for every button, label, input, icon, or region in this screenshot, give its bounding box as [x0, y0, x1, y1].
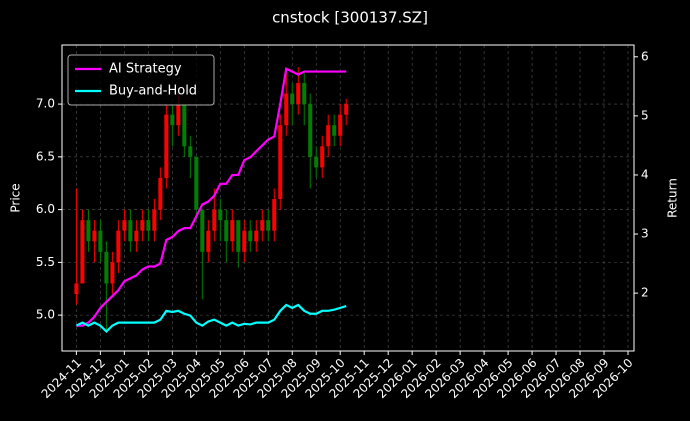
- candle-body: [230, 220, 235, 242]
- legend-box: [67, 54, 215, 106]
- candle-body: [116, 230, 121, 263]
- candle-body: [74, 283, 79, 295]
- candle-body: [290, 93, 295, 105]
- candle-body: [308, 104, 313, 157]
- candle-body: [254, 230, 259, 242]
- chart-title: cnstock [300137.SZ]: [272, 9, 428, 27]
- candle-body: [242, 230, 247, 252]
- candle-body: [194, 156, 199, 210]
- candle-body: [278, 125, 283, 200]
- candle-body: [188, 146, 193, 157]
- candle-body: [272, 199, 277, 231]
- candle-body: [326, 125, 331, 147]
- candle-body: [122, 220, 127, 231]
- candle-body: [170, 114, 175, 126]
- y2-tick-label: 3: [641, 227, 649, 241]
- candle-body: [296, 82, 301, 105]
- candle-body: [104, 251, 109, 284]
- candle-body: [200, 209, 205, 252]
- candle-body: [332, 125, 337, 136]
- candle-body: [158, 177, 163, 210]
- candle-body: [260, 220, 265, 231]
- y-tick-label: 5.5: [36, 255, 55, 269]
- y-tick-label: 6.0: [36, 202, 55, 216]
- y2-tick-label: 2: [641, 286, 649, 300]
- candle-body: [206, 230, 211, 252]
- candle-body: [344, 104, 349, 115]
- candle-body: [164, 114, 169, 178]
- y2-tick-label: 5: [641, 108, 649, 122]
- candle-body: [266, 220, 271, 231]
- candle-body: [146, 220, 151, 231]
- candle-body: [284, 93, 289, 126]
- candle-body: [110, 262, 115, 284]
- candle-body: [236, 220, 241, 252]
- y-axis-label: Price: [9, 183, 23, 212]
- return-line: [75, 303, 347, 334]
- candle-body: [176, 104, 181, 126]
- candle-body: [86, 220, 91, 242]
- candle-body: [314, 156, 319, 168]
- legend-label: AI Strategy: [109, 62, 182, 77]
- candle-body: [80, 220, 85, 284]
- legend-label: Buy-and-Hold: [109, 84, 197, 99]
- candle-body: [302, 82, 307, 105]
- candle-body: [140, 220, 145, 231]
- candle-body: [224, 220, 229, 242]
- candle-body: [98, 230, 103, 252]
- y2-axis-label: Return: [666, 178, 680, 218]
- candle-body: [212, 209, 217, 231]
- candle-body: [152, 209, 157, 231]
- return-line: [76, 66, 347, 327]
- candle-body: [92, 230, 97, 242]
- candle-body: [320, 146, 325, 168]
- y-tick-label: 5.0: [36, 308, 55, 322]
- candle-body: [248, 230, 253, 242]
- candle-body: [218, 209, 223, 221]
- candle-body: [182, 104, 187, 147]
- y-tick-label: 7.0: [36, 97, 55, 111]
- candle-body: [338, 114, 343, 136]
- y2-tick-label: 4: [641, 167, 649, 181]
- y2-tick-label: 6: [641, 49, 649, 63]
- y-tick-label: 6.5: [36, 149, 55, 163]
- plot-frame: [61, 44, 635, 352]
- candle-body: [128, 220, 133, 242]
- candle-body: [134, 230, 139, 242]
